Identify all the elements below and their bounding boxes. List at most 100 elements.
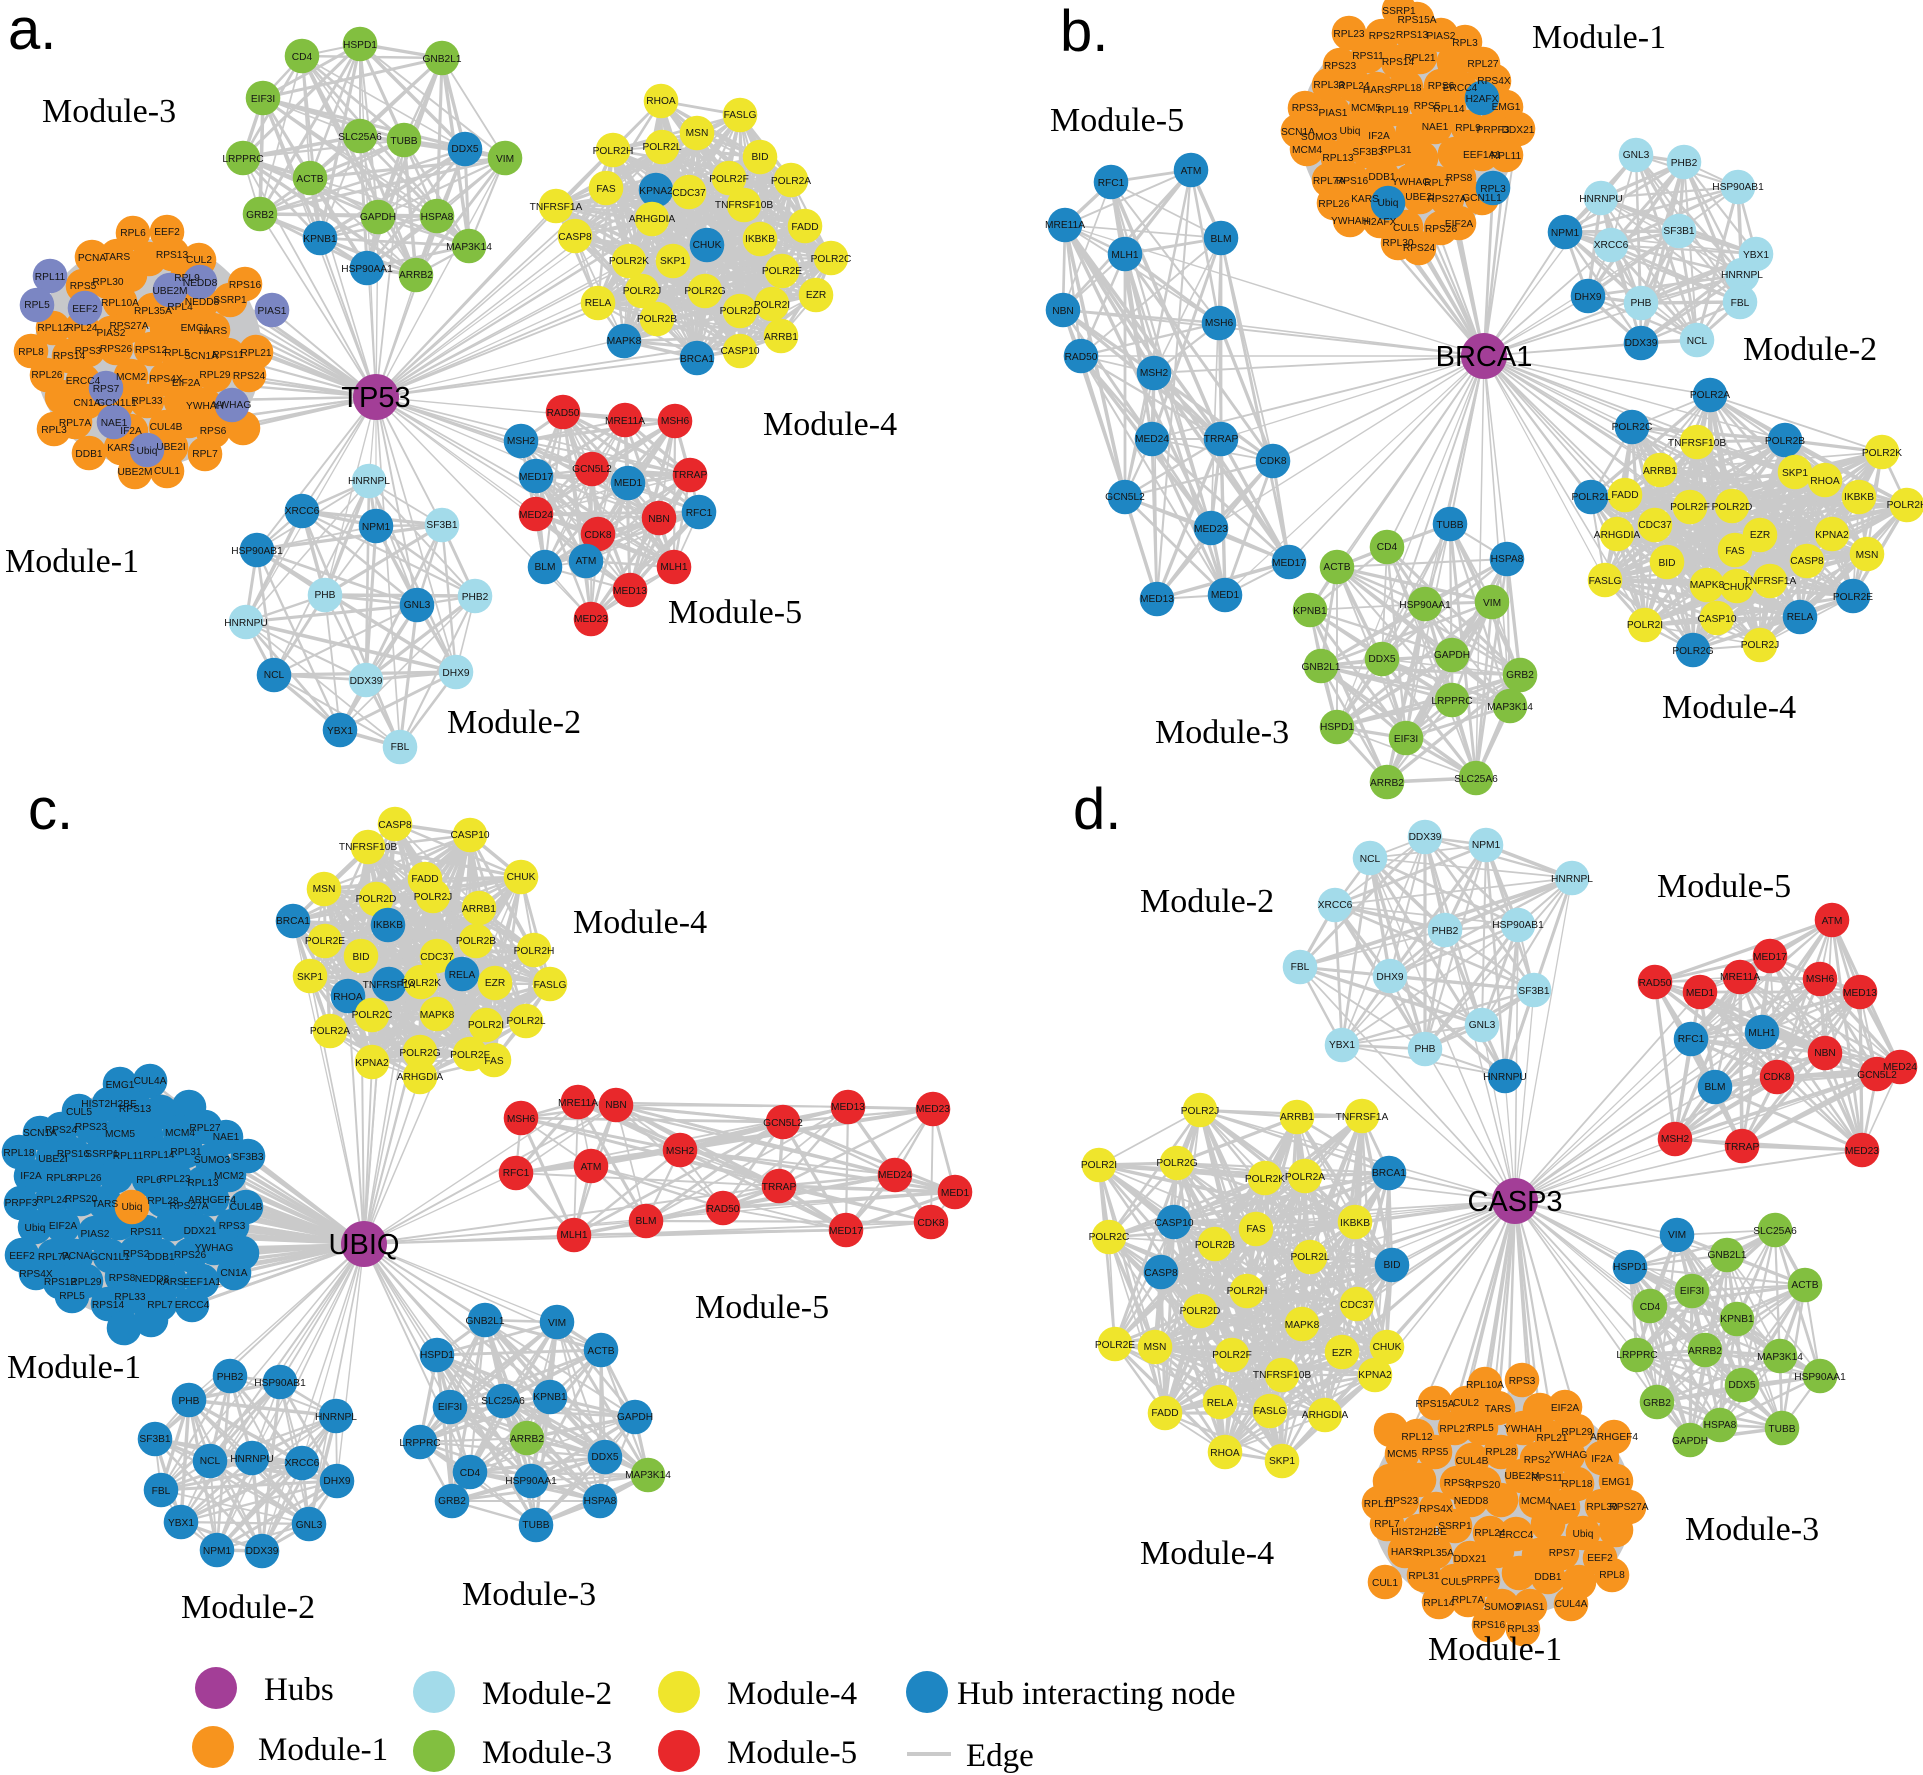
svg-text:IKBKB: IKBKB (1340, 1218, 1370, 1229)
svg-text:FADD: FADD (791, 222, 818, 233)
svg-text:TNFRSF10B: TNFRSF10B (1668, 438, 1727, 449)
svg-text:RPS4X: RPS4X (1477, 76, 1511, 87)
svg-text:PRPF3: PRPF3 (5, 1198, 38, 1209)
svg-text:RPL31: RPL31 (1380, 145, 1411, 156)
svg-text:RPS16: RPS16 (229, 280, 262, 291)
svg-text:PRPF3: PRPF3 (1467, 1575, 1500, 1586)
svg-text:MED23: MED23 (1194, 524, 1228, 535)
svg-text:MED17: MED17 (519, 472, 553, 483)
svg-text:NCL: NCL (200, 1456, 221, 1467)
svg-text:RPS12: RPS12 (135, 345, 168, 356)
svg-text:NCL: NCL (1360, 854, 1381, 865)
svg-text:RPS27A: RPS27A (109, 321, 148, 332)
svg-text:RPS2: RPS2 (123, 1249, 150, 1260)
svg-text:CHUK: CHUK (693, 240, 722, 251)
svg-text:LRPPRC: LRPPRC (222, 154, 263, 165)
svg-text:MCM4: MCM4 (1521, 1496, 1551, 1507)
svg-text:RAD50: RAD50 (1639, 978, 1672, 989)
svg-text:MED13: MED13 (613, 586, 647, 597)
svg-text:CASP10: CASP10 (720, 346, 759, 357)
svg-text:EEF1A1: EEF1A1 (183, 1277, 221, 1288)
svg-text:CD4: CD4 (1377, 542, 1398, 553)
svg-text:YBX1: YBX1 (168, 1518, 194, 1529)
svg-text:MED1: MED1 (1211, 590, 1240, 601)
svg-text:RPL27: RPL27 (1439, 1424, 1470, 1435)
svg-text:ARRB2: ARRB2 (1688, 1346, 1722, 1357)
svg-text:EMG1: EMG1 (1602, 1477, 1631, 1488)
svg-text:POLR2B: POLR2B (637, 314, 677, 325)
svg-text:IKBKB: IKBKB (373, 920, 403, 931)
svg-text:POLR2E: POLR2E (1095, 1340, 1135, 1351)
svg-text:GNB2L1: GNB2L1 (1707, 1250, 1746, 1261)
svg-text:CUL4B: CUL4B (150, 422, 183, 433)
svg-text:PHB2: PHB2 (1671, 158, 1698, 169)
svg-text:EEF2: EEF2 (154, 227, 180, 238)
svg-text:POLR2L: POLR2L (642, 142, 681, 153)
svg-text:HSPD1: HSPD1 (1320, 722, 1354, 733)
svg-text:HSPA8: HSPA8 (1704, 1420, 1737, 1431)
svg-text:RPL21: RPL21 (1404, 53, 1435, 64)
svg-text:RHOA: RHOA (333, 992, 363, 1003)
svg-text:POLR2J: POLR2J (1741, 640, 1780, 651)
svg-text:POLR2G: POLR2G (1672, 646, 1713, 657)
svg-text:MSH6: MSH6 (661, 416, 690, 427)
svg-text:RPS5: RPS5 (1422, 1447, 1449, 1458)
svg-text:POLR2I: POLR2I (1081, 1160, 1117, 1171)
svg-text:MED1: MED1 (1686, 988, 1715, 999)
svg-text:TARS: TARS (1485, 1404, 1512, 1415)
svg-text:EIF2A: EIF2A (172, 378, 201, 389)
svg-text:POLR2I: POLR2I (1627, 620, 1663, 631)
svg-text:BID: BID (1384, 1260, 1401, 1271)
svg-text:KPNB1: KPNB1 (1293, 606, 1327, 617)
svg-text:MCM4: MCM4 (1292, 145, 1322, 156)
svg-text:GNB2L1: GNB2L1 (465, 1316, 504, 1327)
svg-text:FADD: FADD (411, 874, 438, 885)
svg-text:HNRNPL: HNRNPL (315, 1412, 357, 1423)
svg-text:RPL33: RPL33 (131, 396, 162, 407)
svg-text:MSN: MSN (686, 128, 709, 139)
svg-text:MLH1: MLH1 (1748, 1028, 1776, 1039)
svg-text:RPS4X: RPS4X (1419, 1504, 1453, 1515)
svg-text:HARS: HARS (1363, 85, 1392, 96)
svg-text:BRCA1: BRCA1 (276, 916, 310, 927)
svg-text:HSP90AB1: HSP90AB1 (1492, 920, 1544, 931)
svg-text:BLM: BLM (1211, 234, 1232, 245)
svg-text:ARRB1: ARRB1 (462, 904, 496, 915)
svg-text:CASP3: CASP3 (1467, 1186, 1562, 1218)
svg-text:GCN5L2: GCN5L2 (1105, 492, 1145, 503)
svg-text:CUL2: CUL2 (186, 255, 212, 266)
svg-text:POLR2K: POLR2K (609, 256, 649, 267)
svg-text:MED13: MED13 (1843, 988, 1877, 999)
svg-text:GNB2L1: GNB2L1 (1301, 662, 1340, 673)
svg-text:YBX1: YBX1 (1329, 1040, 1355, 1051)
svg-text:Ubiq: Ubiq (25, 1223, 46, 1234)
svg-text:ARRB1: ARRB1 (1280, 1112, 1314, 1123)
svg-text:MAP3K14: MAP3K14 (1757, 1352, 1803, 1363)
svg-text:MED24: MED24 (519, 510, 553, 521)
svg-text:GRB2: GRB2 (438, 1496, 466, 1507)
svg-text:RPL26: RPL26 (31, 370, 62, 381)
svg-text:RPL5: RPL5 (1468, 1423, 1494, 1434)
svg-text:RPS8: RPS8 (109, 1273, 136, 1284)
svg-text:Module-1: Module-1 (1532, 19, 1666, 56)
svg-text:MCM2: MCM2 (214, 1171, 244, 1182)
svg-text:HSP90AA1: HSP90AA1 (1794, 1372, 1846, 1383)
svg-text:Module-1: Module-1 (1428, 1631, 1562, 1668)
svg-text:GCN5L2: GCN5L2 (572, 464, 612, 475)
svg-text:RPL23: RPL23 (159, 1174, 190, 1185)
svg-text:Module-4: Module-4 (763, 406, 897, 443)
svg-text:NPM1: NPM1 (1551, 228, 1580, 239)
svg-text:RPS2: RPS2 (1369, 31, 1396, 42)
svg-text:EZR: EZR (806, 290, 826, 301)
svg-text:CDK8: CDK8 (584, 530, 612, 541)
svg-text:NBN: NBN (605, 1100, 627, 1111)
svg-text:Ubiq: Ubiq (122, 1202, 143, 1213)
svg-text:RPL14: RPL14 (1423, 1598, 1454, 1609)
svg-text:CUL4A: CUL4A (1555, 1599, 1588, 1610)
svg-text:RPL18: RPL18 (1390, 83, 1421, 94)
svg-text:RPL28: RPL28 (1485, 1447, 1516, 1458)
svg-text:RHOA: RHOA (1210, 1448, 1240, 1459)
svg-text:RPS13: RPS13 (156, 250, 189, 261)
svg-text:RFC1: RFC1 (503, 1168, 530, 1179)
svg-text:TNFRSF10B: TNFRSF10B (715, 200, 774, 211)
